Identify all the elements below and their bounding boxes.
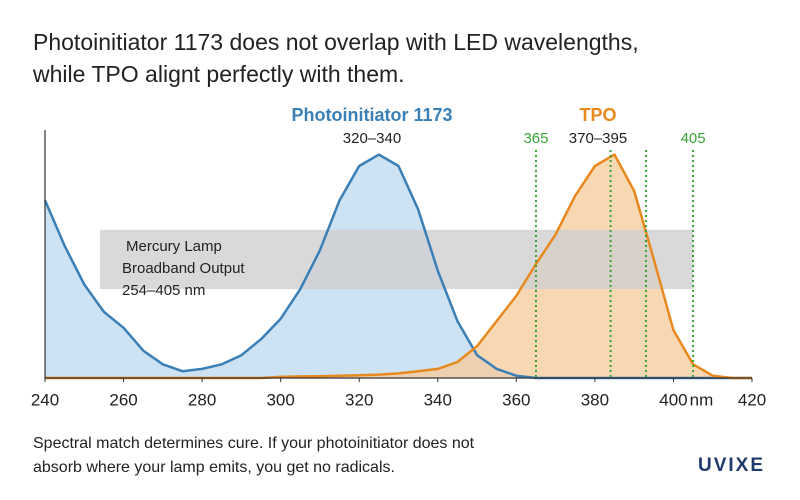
logo: UVIXE (698, 455, 765, 476)
x-tick-label: 380 (581, 390, 609, 409)
series-label: TPO (579, 105, 616, 125)
lamp-band (99, 229, 694, 290)
range-label: 370–395 (569, 130, 627, 147)
series-label: Photoinitiator 1173 (291, 105, 452, 125)
x-tick-label: 320 (345, 390, 373, 409)
band-label: Mercury Lamp (126, 238, 222, 255)
x-tick-label: 280 (188, 390, 216, 409)
x-tick-label: 300 (266, 390, 294, 409)
chart-title: while TPO alignt perfectly with them. (32, 61, 405, 87)
chart-title: Photoinitiator 1173 does not overlap wit… (33, 29, 639, 55)
x-axis-label: nm (690, 390, 714, 409)
x-tick-label: 340 (424, 390, 452, 409)
x-tick-label: 400 (659, 390, 687, 409)
marker-label: 365 (523, 130, 548, 147)
caption: Spectral match determines cure. If your … (33, 435, 475, 452)
x-tick-label: 420 (738, 390, 766, 409)
x-tick-label: 240 (31, 390, 59, 409)
caption: absorb where your lamp emits, you get no… (33, 459, 395, 476)
area-fill (45, 154, 752, 378)
band-label: 254–405 nm (122, 282, 205, 299)
plot-area: Mercury Lamp Broadband Output 254–405 nm 36… (31, 130, 766, 410)
band-label: Broadband Output (122, 260, 245, 277)
marker-label: 405 (681, 130, 706, 147)
x-tick-label: 360 (502, 390, 530, 409)
x-tick-label: 260 (109, 390, 137, 409)
range-label: 320–340 (343, 130, 401, 147)
